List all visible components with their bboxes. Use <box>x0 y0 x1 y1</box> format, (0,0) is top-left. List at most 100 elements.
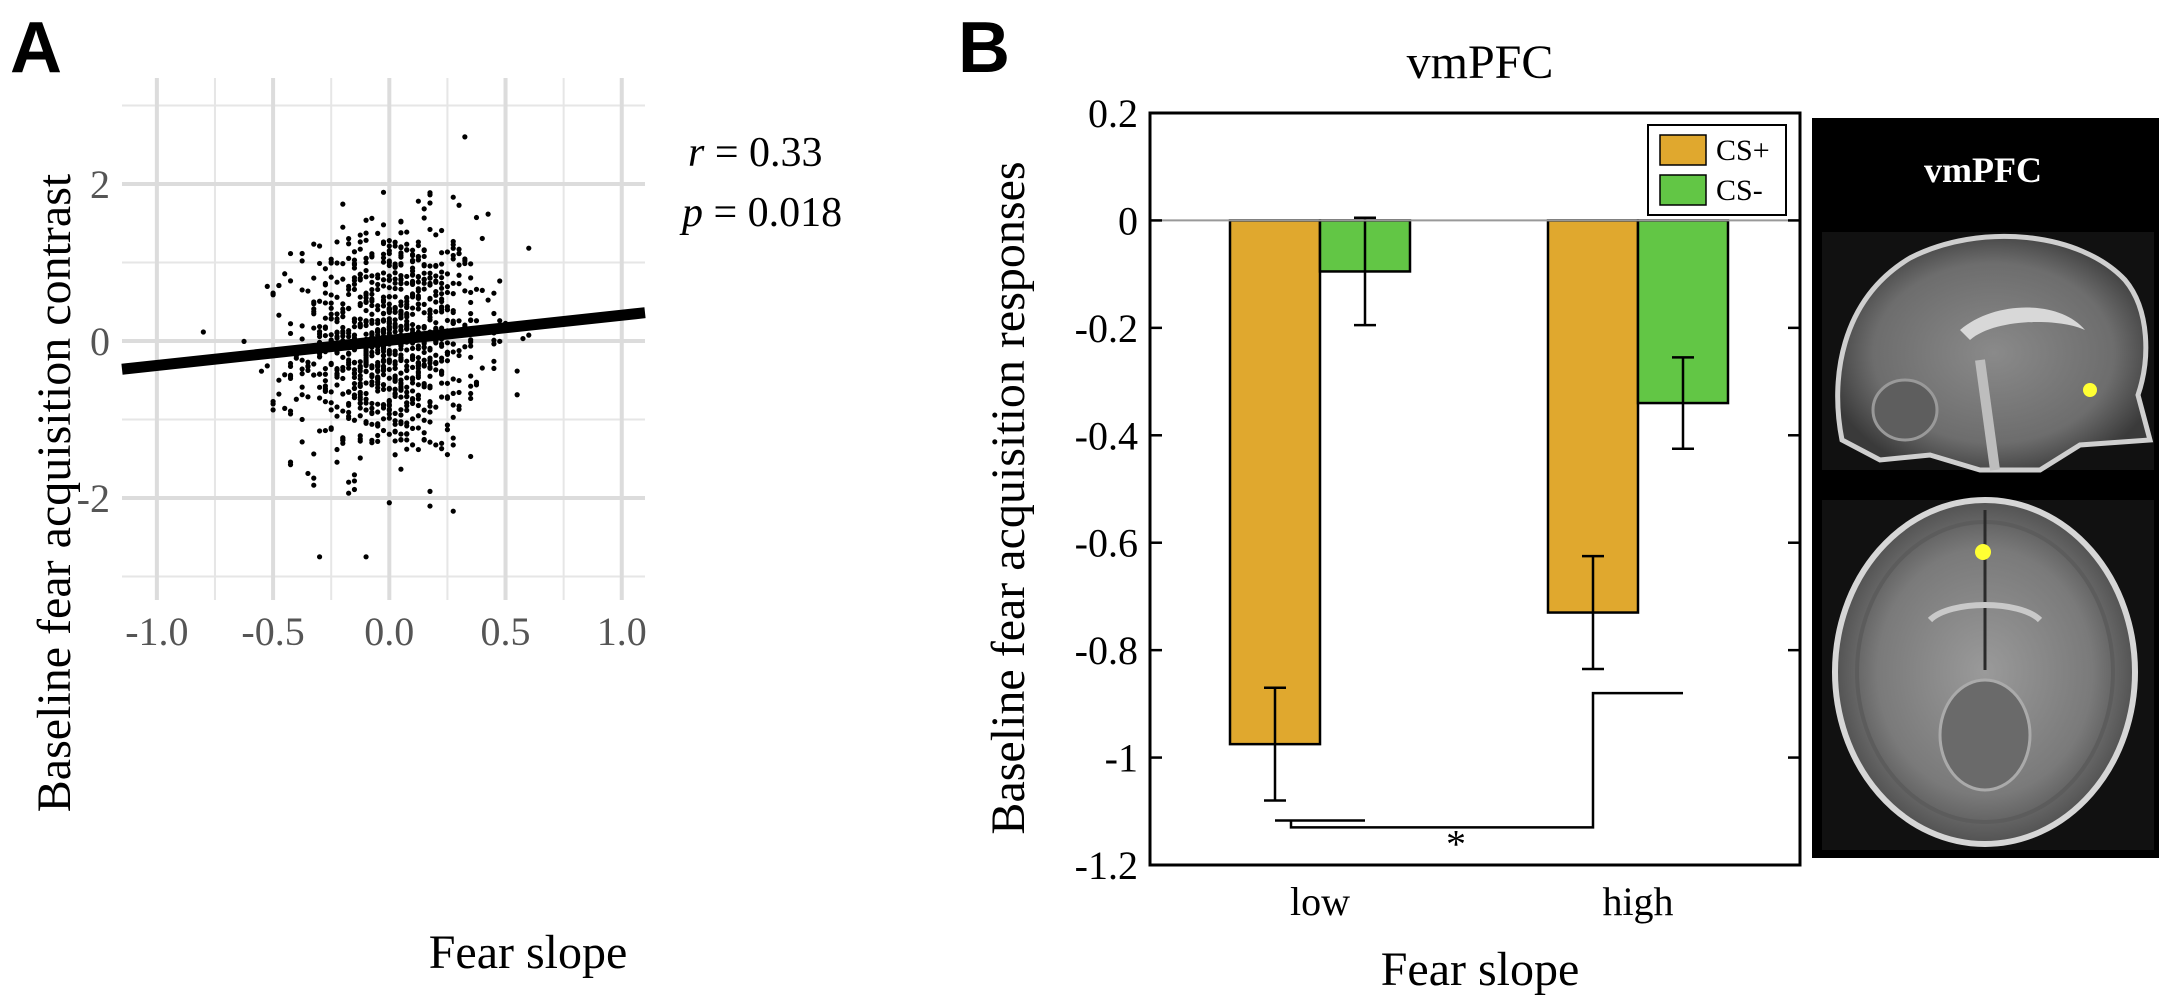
plot-frame-b <box>1148 111 1802 867</box>
scatter-point <box>386 403 392 409</box>
scatter-point <box>311 361 317 367</box>
scatter-point <box>392 263 398 269</box>
scatter-point <box>456 281 462 287</box>
regression-line <box>121 307 646 375</box>
scatter-point <box>439 394 445 400</box>
scatter-point <box>392 386 398 392</box>
scatter-point <box>409 311 416 317</box>
scatter-point <box>398 299 404 305</box>
scatter-point <box>427 275 433 281</box>
scatter-plot: -1.0 -0.5 0.0 0.5 1.0 -2 0 2 r = 0.33 p = 0.01… <box>28 78 842 979</box>
scatter-point <box>439 280 445 286</box>
scatter-point <box>468 299 474 306</box>
scatter-point <box>363 255 369 261</box>
scatter-point <box>392 317 398 323</box>
scatter-point <box>398 419 404 425</box>
scatter-point <box>276 377 282 383</box>
scatter-point <box>468 310 474 317</box>
scatter-point <box>340 391 346 397</box>
scatter-point <box>392 438 398 444</box>
scatter-point <box>450 508 456 514</box>
scatter-point <box>439 341 445 347</box>
scatter-point <box>351 417 358 423</box>
scatter-point <box>392 309 398 315</box>
scatter-point <box>340 201 346 207</box>
x-tick-label-a: -1.0 <box>125 609 188 654</box>
scatter-point <box>450 402 456 408</box>
scatter-point <box>334 404 340 410</box>
scatter-point <box>392 418 398 424</box>
y-tick-label-b: -0.2 <box>1075 306 1138 351</box>
scatter-point <box>322 300 328 306</box>
scatter-point <box>456 403 462 409</box>
scatter-point <box>456 250 462 257</box>
scatter-point <box>427 347 433 353</box>
scatter-point <box>404 280 410 286</box>
scatter-point <box>380 222 387 228</box>
x-tick-label-a: -0.5 <box>241 609 304 654</box>
legend-label-cs-plus: CS+ <box>1716 134 1770 167</box>
scatter-point <box>380 189 387 195</box>
scatter-point <box>421 270 427 276</box>
y-tick-label-a: -2 <box>77 476 110 521</box>
scatter-point <box>380 427 387 434</box>
scatter-point <box>293 396 299 402</box>
scatter-point <box>444 340 451 346</box>
scatter-point <box>311 482 317 488</box>
scatter-point <box>380 318 387 324</box>
scatter-point <box>468 317 474 323</box>
scatter-point <box>409 252 416 259</box>
scatter-point <box>409 425 416 431</box>
scatter-point <box>427 439 433 445</box>
scatter-point <box>526 245 532 251</box>
scatter-point <box>392 410 398 416</box>
scatter-point <box>357 316 363 322</box>
scatter-point <box>322 427 328 434</box>
scatter-point <box>444 307 451 313</box>
scatter-point <box>444 271 451 277</box>
scatter-point <box>409 395 416 402</box>
scatter-point <box>392 421 398 427</box>
scatter-point <box>369 353 375 359</box>
scatter-point <box>322 378 328 384</box>
scatter-point <box>415 402 421 409</box>
scatter-point <box>380 382 387 388</box>
scatter-point <box>444 317 451 324</box>
p-value-text: p = 0.018 <box>679 190 842 236</box>
scatter-point <box>369 311 375 317</box>
scatter-point <box>421 380 427 387</box>
scatter-point <box>392 351 398 357</box>
scatter-point <box>200 329 206 335</box>
scatter-point <box>421 247 427 253</box>
r-symbol: r <box>688 130 705 176</box>
scatter-point <box>322 282 328 288</box>
p-value: = 0.018 <box>703 190 842 236</box>
scatter-point <box>415 301 421 307</box>
scatter-point <box>322 366 328 372</box>
scatter-point <box>415 425 421 431</box>
scatter-point <box>287 462 294 468</box>
scatter-point <box>322 332 328 339</box>
scatter-point <box>404 367 410 373</box>
significance-line <box>1275 691 1683 829</box>
scatter-point <box>334 382 340 388</box>
scatter-point <box>404 431 410 437</box>
scatter-point <box>322 290 328 296</box>
scatter-point <box>328 316 334 322</box>
scatter-point <box>450 341 456 347</box>
y-tick-label-b: -0.4 <box>1075 413 1138 458</box>
scatter-point <box>409 416 416 422</box>
scatter-point <box>328 426 334 432</box>
scatter-point <box>433 442 439 448</box>
p-symbol: p <box>679 190 703 236</box>
scatter-point <box>473 214 480 221</box>
scatter-point <box>404 437 410 443</box>
y-tick-label-b: -0.8 <box>1075 628 1138 673</box>
scatter-point <box>351 249 358 255</box>
scatter-point <box>380 368 387 374</box>
scatter-point <box>340 314 346 320</box>
scatter-point <box>450 349 456 355</box>
scatter-point <box>334 294 340 300</box>
scatter-point <box>444 284 451 290</box>
scatter-point <box>363 396 369 402</box>
